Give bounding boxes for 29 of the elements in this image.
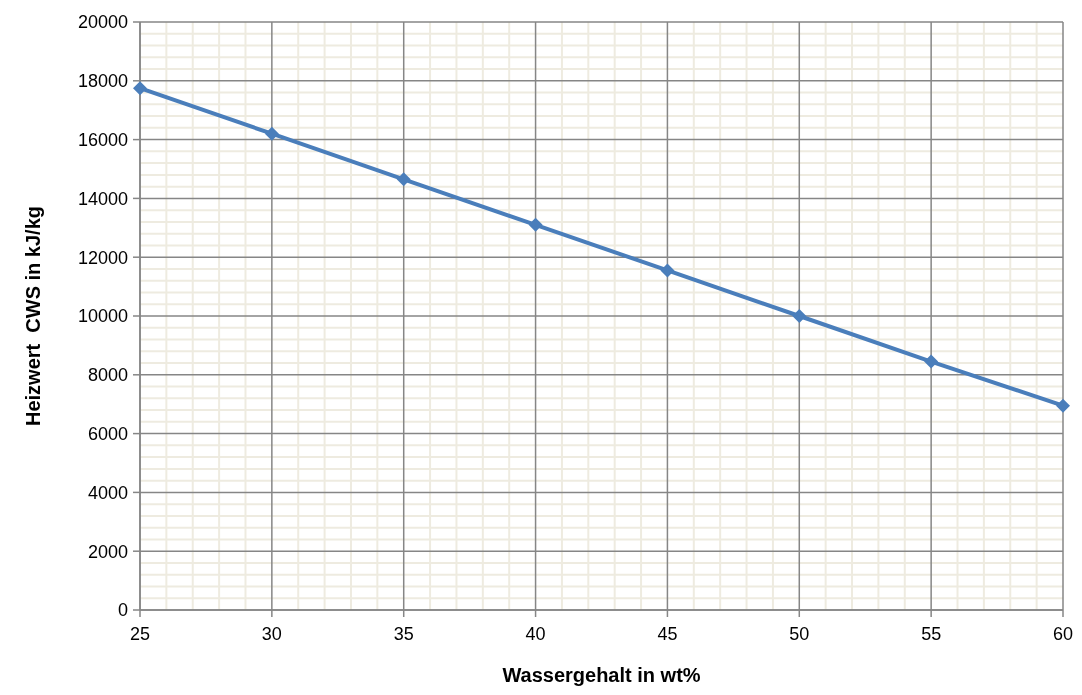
y-tick-label: 14000 <box>77 188 128 209</box>
point <box>924 354 939 369</box>
point <box>528 217 543 232</box>
x-tick-label: 55 <box>921 624 942 644</box>
y-axis-title: Heizwert CWS in kJ/kg <box>22 205 44 427</box>
y-tick-label: 12000 <box>77 247 128 268</box>
y-tick-label: 6000 <box>87 423 128 444</box>
y-tick-label: 16000 <box>77 129 128 150</box>
point <box>396 172 411 187</box>
y-tick-label: 18000 <box>77 71 128 92</box>
point <box>1056 398 1070 413</box>
point <box>264 126 279 141</box>
y-tick-label: 10000 <box>77 306 128 327</box>
x-axis-title: Wassergehalt in wt% <box>502 664 701 686</box>
x-tick-label: 60 <box>1052 624 1074 644</box>
x-tick-label: 40 <box>525 624 546 644</box>
x-tick-label: 25 <box>129 624 151 644</box>
y-tick-label: 20000 <box>77 12 128 33</box>
x-tick-label: 35 <box>393 624 414 644</box>
y-tick-label: 0 <box>117 600 128 621</box>
y-tick-label: 8000 <box>87 365 128 386</box>
x-tick-label: 30 <box>261 624 282 644</box>
x-tick-label: 45 <box>657 624 678 644</box>
y-tick-label: 2000 <box>87 541 128 562</box>
point <box>660 263 675 278</box>
point <box>792 309 807 323</box>
point <box>133 81 147 96</box>
x-tick-label: 50 <box>789 624 810 644</box>
y-tick-label: 4000 <box>87 482 128 503</box>
